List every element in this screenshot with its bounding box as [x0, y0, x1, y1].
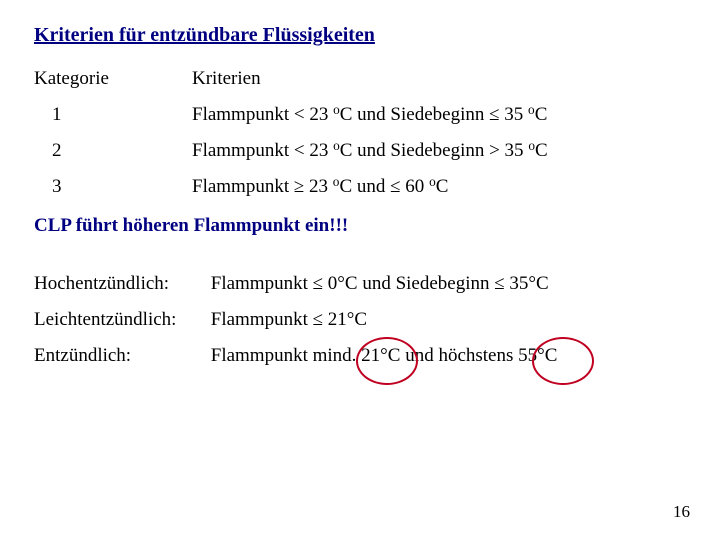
criteria-text: C und Siedebeginn > 35 [340, 140, 529, 161]
header-criteria: Kriterien [192, 61, 548, 97]
criteria-text: Flammpunkt < 23 [192, 140, 333, 161]
criteria-text: Flammpunkt < 23 [192, 104, 333, 125]
criteria-text: C [535, 104, 548, 125]
definition-label: Entzündlich: [34, 345, 206, 367]
criteria-text: C [535, 140, 548, 161]
category-cell: 1 [34, 97, 192, 133]
criteria-cell: Flammpunkt < 23 oC und Siedebeginn ≤ 35 … [192, 97, 548, 133]
definition-label: Hochentzündlich: [34, 273, 206, 295]
criteria-text: C und Siedebeginn ≤ 35 [340, 104, 528, 125]
degree-superscript: o [429, 174, 436, 189]
criteria-text: C [436, 176, 449, 197]
criteria-text: Flammpunkt ≥ 23 [192, 176, 333, 197]
definition-value: Flammpunkt mind. 21°C und höchstens 55°C [211, 345, 558, 366]
degree-superscript: o [333, 138, 340, 153]
definition-row: Entzündlich: Flammpunkt mind. 21°C und h… [34, 345, 686, 367]
table-row: 3 Flammpunkt ≥ 23 oC und ≤ 60 oC [34, 169, 548, 205]
slide-page: Kriterien für entzündbare Flüssigkeiten … [0, 0, 720, 540]
category-cell: 3 [34, 169, 192, 205]
definition-value: Flammpunkt ≤ 21°C [211, 309, 367, 330]
degree-superscript: o [528, 138, 535, 153]
table-row: 2 Flammpunkt < 23 oC und Siedebeginn > 3… [34, 133, 548, 169]
definition-value: Flammpunkt ≤ 0°C und Siedebeginn ≤ 35°C [211, 273, 549, 294]
definition-row: Hochentzündlich: Flammpunkt ≤ 0°C und Si… [34, 273, 686, 295]
clp-note: CLP führt höheren Flammpunkt ein!!! [34, 215, 686, 237]
definition-label: Leichtentzündlich: [34, 309, 206, 331]
criteria-cell: Flammpunkt ≥ 23 oC und ≤ 60 oC [192, 169, 548, 205]
page-number: 16 [673, 502, 690, 522]
table-header-row: Kategorie Kriterien [34, 61, 548, 97]
degree-superscript: o [528, 102, 535, 117]
definition-row: Leichtentzündlich: Flammpunkt ≤ 21°C [34, 309, 686, 331]
criteria-cell: Flammpunkt < 23 oC und Siedebeginn > 35 … [192, 133, 548, 169]
criteria-table: Kategorie Kriterien 1 Flammpunkt < 23 oC… [34, 61, 548, 205]
criteria-text: C und ≤ 60 [339, 176, 429, 197]
definitions-block: Hochentzündlich: Flammpunkt ≤ 0°C und Si… [34, 273, 686, 367]
header-category: Kategorie [34, 61, 192, 97]
degree-superscript: o [333, 102, 340, 117]
table-row: 1 Flammpunkt < 23 oC und Siedebeginn ≤ 3… [34, 97, 548, 133]
category-cell: 2 [34, 133, 192, 169]
slide-heading: Kriterien für entzündbare Flüssigkeiten [34, 24, 686, 47]
